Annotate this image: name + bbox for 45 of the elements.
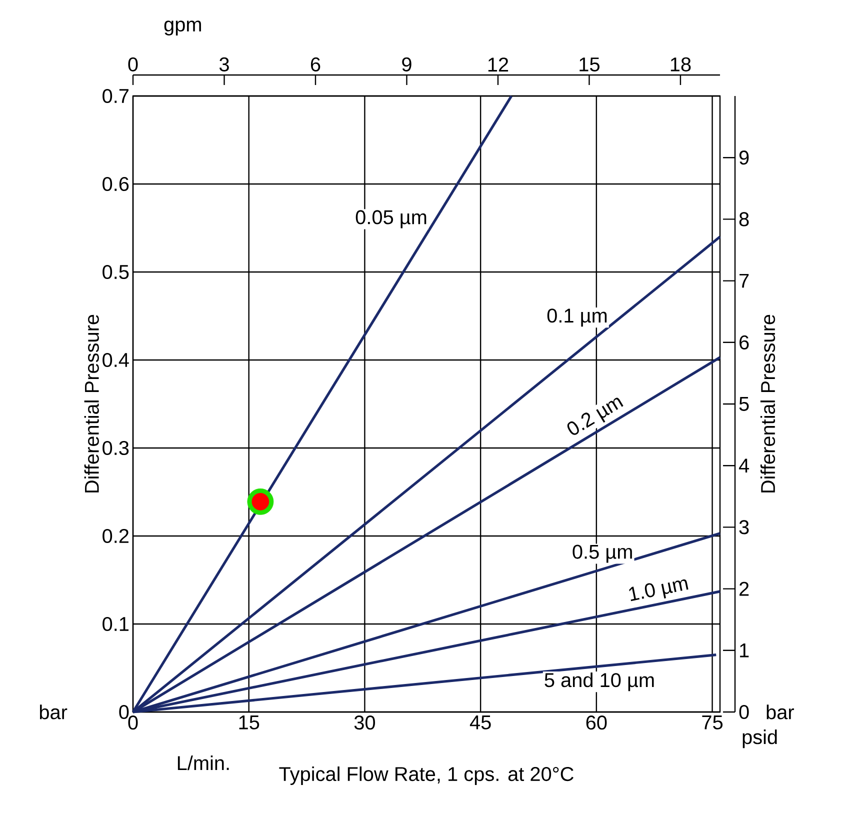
y2-tick-label: 6 (740, 335, 749, 350)
x-tick-label: 15 (239, 716, 260, 730)
x-tick-label: 60 (586, 716, 607, 730)
series-label: 0.1 µm (547, 308, 607, 327)
x2-tick-label: 18 (670, 57, 691, 72)
x2-tick-label: 6 (310, 57, 320, 72)
y-tick-label: 0.3 (102, 440, 129, 456)
x2-tick-label: 12 (488, 58, 508, 72)
y-tick-label: 0.7 (102, 88, 128, 104)
x-tick-label: 30 (354, 716, 376, 730)
text: psid (742, 730, 777, 748)
y2-tick-label: 9 (739, 150, 749, 165)
y-tick-label: 0.4 (102, 352, 129, 368)
x2-tick-label: 3 (219, 57, 229, 72)
y2-tick-label: 7 (740, 274, 749, 288)
x2-axis-title: gpm (164, 20, 201, 36)
text: 1.0 µm (629, 579, 688, 602)
x2-tick-label: 15 (580, 58, 600, 72)
y2-tick-label: 4 (738, 458, 750, 472)
x-tick-label: 45 (470, 716, 491, 730)
y-tick-label: 0 (119, 704, 129, 720)
y2-tick-label: 8 (739, 212, 749, 226)
x-tick-label: 75 (702, 716, 723, 730)
y-axis-title: Differential Pressure (84, 314, 99, 492)
series-label: 5 and 10 µm (544, 672, 654, 692)
series-label: 0.05 µm (356, 210, 426, 228)
y2-tick-label: 5 (739, 397, 749, 411)
text: bar (40, 704, 68, 720)
y-tick-label: 0.1 (102, 616, 129, 632)
y-tick-label: 0.5 (102, 264, 129, 280)
y2-tick-label: 1 (740, 644, 749, 658)
x2-tick-label: 9 (402, 57, 412, 72)
x2-tick-label: 0 (128, 57, 138, 72)
x-tick-label: 0 (128, 716, 138, 730)
y-tick-label: 0.6 (102, 176, 129, 192)
y-tick-label: 0.2 (102, 528, 128, 544)
x-axis-title: Typical Flow Rate, 1 cps. at 20°C (279, 766, 574, 786)
y2-axis-title: Differential Pressure (760, 314, 776, 492)
y2-tick-label: 2 (740, 582, 749, 596)
y2-tick-label: 3 (739, 520, 749, 534)
text: L/min. (178, 756, 229, 770)
text: bar (766, 704, 794, 720)
text: 0.2 µm (567, 398, 624, 435)
series-label: 0.5 µm (572, 544, 632, 563)
y2-tick-label: 0 (739, 704, 749, 720)
